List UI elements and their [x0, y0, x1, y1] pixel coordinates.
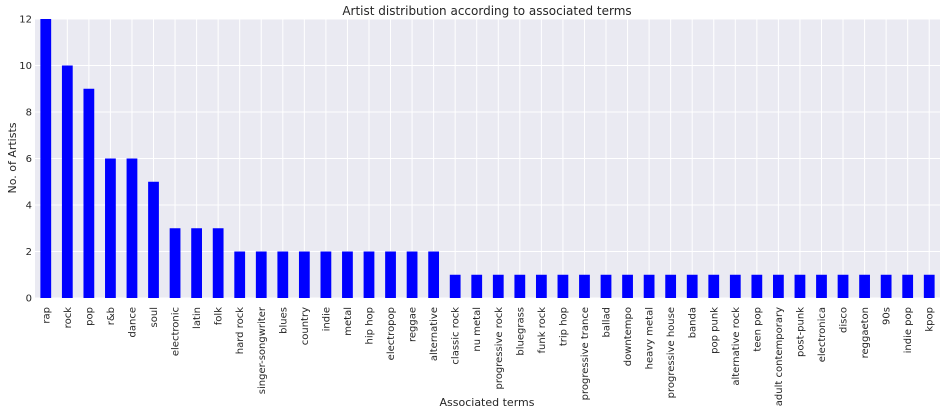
bar [40, 19, 52, 298]
x-tick-label: nu metal [472, 307, 483, 352]
bar [363, 251, 375, 298]
bar [105, 158, 116, 298]
x-tick-label: progressive rock [494, 307, 505, 390]
bar [255, 251, 267, 298]
bar [923, 274, 935, 298]
bar [902, 274, 914, 298]
bar [729, 274, 741, 298]
bar [234, 251, 246, 298]
bar [191, 228, 202, 298]
x-tick-label: pop [84, 307, 95, 326]
x-tick-label: kpop [925, 307, 936, 332]
x-tick-label: adult contemporary [774, 307, 785, 406]
x-tick-label: indie [321, 307, 332, 331]
y-tick-label: 12 [19, 15, 32, 26]
x-tick-label: alternative rock [731, 307, 742, 386]
x-tick-label: country [300, 307, 311, 345]
y-tick-label: 6 [26, 154, 32, 165]
x-tick-label: downtempo [623, 307, 634, 366]
bar [342, 251, 353, 298]
x-tick-label: electronica [817, 307, 828, 362]
x-tick-label: heavy metal [645, 307, 656, 369]
x-tick-label: progressive trance [580, 307, 591, 400]
x-tick-label: ballad [602, 307, 613, 338]
x-tick-label: r&b [106, 307, 117, 325]
x-tick-label: electronic [171, 307, 182, 356]
bar [449, 274, 461, 298]
y-tick-label: 10 [19, 61, 32, 72]
x-axis-ticks: rap rock pop r&b dance soul electronic latin fol… [41, 306, 935, 406]
x-tick-label: funk rock [537, 307, 548, 354]
x-tick-label: reggaeton [860, 307, 871, 358]
x-tick-label: bluegrass [515, 307, 526, 356]
x-tick-label: progressive house [666, 307, 677, 398]
bar [277, 251, 289, 298]
x-tick-label: indie pop [903, 307, 914, 353]
y-axis-title: No. of Artists [6, 122, 19, 193]
bar [686, 274, 698, 298]
bar [557, 274, 569, 298]
y-tick-label: 2 [26, 247, 32, 258]
x-tick-label: blues [278, 307, 289, 334]
bar [148, 181, 159, 298]
x-tick-label: trip hop [558, 307, 569, 346]
x-tick-label: pop punk [709, 307, 720, 354]
x-tick-label: reggae [408, 307, 419, 342]
bar [514, 274, 526, 298]
bar [126, 158, 138, 298]
x-tick-label: dance [127, 307, 138, 337]
bars-group [40, 19, 935, 298]
chart-title: Artist distribution according to associa… [342, 4, 631, 18]
x-tick-label: 90s [882, 307, 893, 325]
x-tick-label: metal [343, 307, 354, 336]
x-axis-title: Associated terms [440, 396, 535, 409]
bar [471, 274, 483, 298]
bar [643, 274, 655, 298]
y-tick-label: 0 [26, 294, 32, 305]
bar [600, 274, 612, 298]
x-tick-label: teen pop [752, 307, 763, 352]
bar [622, 274, 633, 298]
bar [751, 274, 763, 298]
bar [406, 251, 418, 298]
x-tick-label: singer-songwriter [257, 306, 268, 394]
x-tick-label: folk [214, 307, 225, 325]
y-tick-label: 4 [26, 201, 32, 212]
bar [708, 274, 720, 298]
y-tick-label: 8 [26, 108, 32, 119]
x-tick-label: soul [149, 307, 160, 327]
bar [428, 251, 440, 298]
bar [816, 274, 827, 298]
x-tick-label: hip hop [364, 307, 375, 344]
bar [579, 274, 590, 298]
x-tick-label: alternative [429, 307, 440, 361]
x-tick-label: classic rock [451, 307, 462, 365]
bar [169, 228, 181, 298]
x-tick-label: rock [63, 307, 74, 329]
bar [773, 274, 784, 298]
bar [492, 274, 504, 298]
bar [385, 251, 396, 298]
x-tick-label: disco [839, 307, 850, 333]
x-tick-label: latin [192, 307, 203, 329]
bar [837, 274, 849, 298]
y-axis-ticks: 0 2 4 6 8 10 12 [19, 15, 32, 305]
bar [83, 88, 95, 298]
x-tick-label: banda [688, 307, 699, 338]
x-tick-label: rap [41, 307, 52, 324]
bar [794, 274, 806, 298]
bar [535, 274, 547, 298]
bar [61, 65, 73, 298]
x-tick-label: hard rock [235, 307, 246, 354]
bar [320, 251, 332, 298]
x-tick-label: electropop [386, 307, 397, 360]
bar [859, 274, 870, 298]
x-tick-label: post-punk [795, 307, 806, 357]
bar [665, 274, 677, 298]
bar [880, 274, 892, 298]
bar [212, 228, 224, 298]
bar [298, 251, 310, 298]
